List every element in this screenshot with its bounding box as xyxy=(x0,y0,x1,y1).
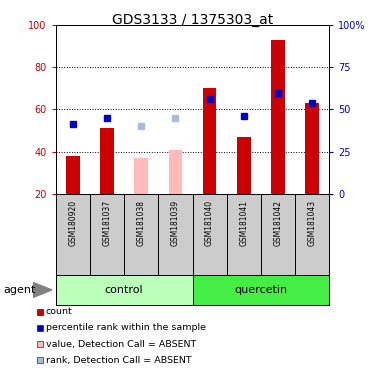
Text: GSM180920: GSM180920 xyxy=(69,200,77,247)
Text: GSM181041: GSM181041 xyxy=(239,200,248,247)
Bar xyxy=(100,128,114,194)
Bar xyxy=(192,275,329,305)
Bar xyxy=(271,40,285,194)
Bar xyxy=(305,103,319,194)
Bar xyxy=(134,158,148,194)
Text: quercetin: quercetin xyxy=(234,285,287,295)
Bar xyxy=(169,150,182,194)
Polygon shape xyxy=(33,282,52,298)
Text: GSM181039: GSM181039 xyxy=(171,200,180,247)
Text: percentile rank within the sample: percentile rank within the sample xyxy=(46,323,206,333)
Text: GDS3133 / 1375303_at: GDS3133 / 1375303_at xyxy=(112,13,273,27)
Text: count: count xyxy=(46,307,72,316)
Text: GSM181043: GSM181043 xyxy=(308,200,316,247)
Text: GSM181040: GSM181040 xyxy=(205,200,214,247)
Text: GSM181037: GSM181037 xyxy=(102,200,112,247)
Bar xyxy=(66,156,80,194)
Text: value, Detection Call = ABSENT: value, Detection Call = ABSENT xyxy=(46,339,196,349)
Text: agent: agent xyxy=(4,285,36,295)
Bar xyxy=(237,137,251,194)
Text: control: control xyxy=(105,285,144,295)
Text: GSM181038: GSM181038 xyxy=(137,200,146,247)
Text: rank, Detection Call = ABSENT: rank, Detection Call = ABSENT xyxy=(46,356,191,365)
Text: GSM181042: GSM181042 xyxy=(273,200,283,247)
Bar xyxy=(56,275,192,305)
Bar xyxy=(203,88,216,194)
